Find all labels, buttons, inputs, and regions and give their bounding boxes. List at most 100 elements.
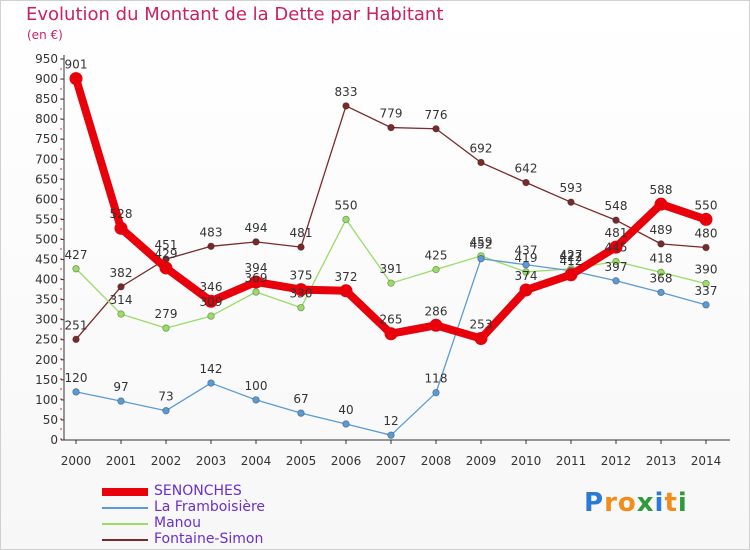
data-label: 489 [650, 223, 673, 237]
x-tick-label: 2002 [151, 454, 182, 468]
data-point [432, 125, 440, 133]
legend-swatch [102, 488, 148, 496]
data-label: 73 [158, 390, 173, 404]
data-label: 833 [335, 85, 358, 99]
data-point [567, 198, 575, 206]
data-label: 12 [383, 414, 398, 428]
data-label: 372 [335, 270, 358, 284]
data-label: 425 [425, 249, 448, 263]
data-label: 642 [515, 162, 538, 176]
x-tick-label: 2012 [601, 454, 632, 468]
data-label: 451 [155, 238, 178, 252]
data-point [432, 265, 440, 274]
data-label: 481 [605, 226, 628, 240]
data-label: 412 [560, 254, 583, 268]
data-point [702, 279, 710, 288]
data-label: 779 [380, 107, 403, 121]
data-point [702, 301, 710, 309]
x-tick-label: 2010 [511, 454, 542, 468]
data-point [702, 243, 710, 252]
logo-letter: o [617, 488, 637, 518]
data-label: 368 [650, 271, 673, 285]
data-label: 251 [65, 318, 88, 332]
data-point [522, 261, 530, 269]
logo-letter: r [604, 488, 618, 518]
data-point [384, 327, 398, 341]
data-label: 265 [380, 313, 403, 327]
chart-subtitle: (en €) [27, 28, 63, 42]
data-point [297, 243, 305, 251]
data-label: 391 [380, 262, 403, 276]
data-label: 97 [113, 380, 128, 394]
data-point [72, 265, 80, 273]
data-label: 394 [245, 261, 268, 275]
data-point [522, 178, 530, 187]
logo-letter: P [584, 488, 605, 518]
data-label: 776 [425, 108, 448, 122]
data-label: 427 [560, 248, 583, 262]
data-point [429, 318, 443, 332]
data-label: 374 [515, 269, 538, 283]
data-label: 445 [605, 241, 628, 255]
data-point [612, 216, 620, 224]
legend-label: Fontaine-Simon [154, 531, 264, 547]
data-label: 494 [245, 221, 268, 235]
data-label: 550 [695, 198, 718, 212]
data-point [252, 396, 260, 404]
data-label: 330 [290, 287, 313, 301]
data-point [387, 123, 395, 132]
data-label: 528 [110, 207, 133, 221]
data-point [342, 420, 350, 428]
y-tick-label: 200 [35, 353, 58, 367]
y-tick-label: 900 [35, 72, 58, 86]
data-point [474, 332, 488, 346]
data-label: 452 [470, 238, 493, 252]
legend-label: La Framboisière [154, 499, 266, 515]
data-label: 279 [155, 307, 178, 321]
y-tick-label: 150 [35, 373, 58, 387]
x-tick-label: 2006 [331, 454, 362, 468]
data-label: 550 [335, 198, 358, 212]
y-tick-label: 300 [35, 313, 58, 327]
y-tick-label: 600 [35, 192, 58, 206]
data-point [69, 72, 83, 86]
data-point [117, 310, 125, 318]
logo-letter: x [636, 488, 655, 518]
data-label: 418 [650, 251, 673, 265]
data-label: 427 [65, 248, 88, 262]
data-point [522, 268, 530, 276]
data-label: 422 [560, 250, 583, 264]
legend-label: Manou [154, 515, 201, 531]
data-label: 483 [200, 225, 223, 239]
data-label: 588 [650, 183, 673, 197]
data-point [297, 409, 305, 417]
data-label: 459 [470, 235, 493, 249]
x-tick-label: 2003 [196, 454, 227, 468]
logo-letter: i [654, 488, 665, 518]
x-tick-label: 2008 [421, 454, 452, 468]
y-tick-label: 450 [35, 253, 58, 267]
data-point [654, 197, 668, 211]
data-label: 346 [200, 280, 223, 294]
data-point [207, 242, 215, 250]
data-label: 253 [470, 318, 493, 332]
data-point [387, 279, 395, 287]
data-point [612, 257, 620, 266]
data-label: 593 [560, 181, 583, 195]
x-tick-label: 2011 [556, 454, 587, 468]
data-point [609, 240, 623, 254]
y-tick-label: 750 [35, 132, 58, 146]
x-tick-label: 2004 [241, 454, 272, 468]
x-tick-label: 2013 [646, 454, 677, 468]
data-label: 437 [515, 244, 538, 258]
data-label: 429 [155, 247, 178, 261]
data-point [564, 268, 578, 282]
data-point [72, 388, 80, 396]
data-label: 337 [695, 284, 718, 298]
logo-letter: t [664, 488, 678, 518]
data-label: 390 [695, 263, 718, 277]
data-label: 692 [470, 141, 493, 155]
data-point [612, 277, 620, 285]
y-tick-label: 0 [50, 433, 58, 447]
